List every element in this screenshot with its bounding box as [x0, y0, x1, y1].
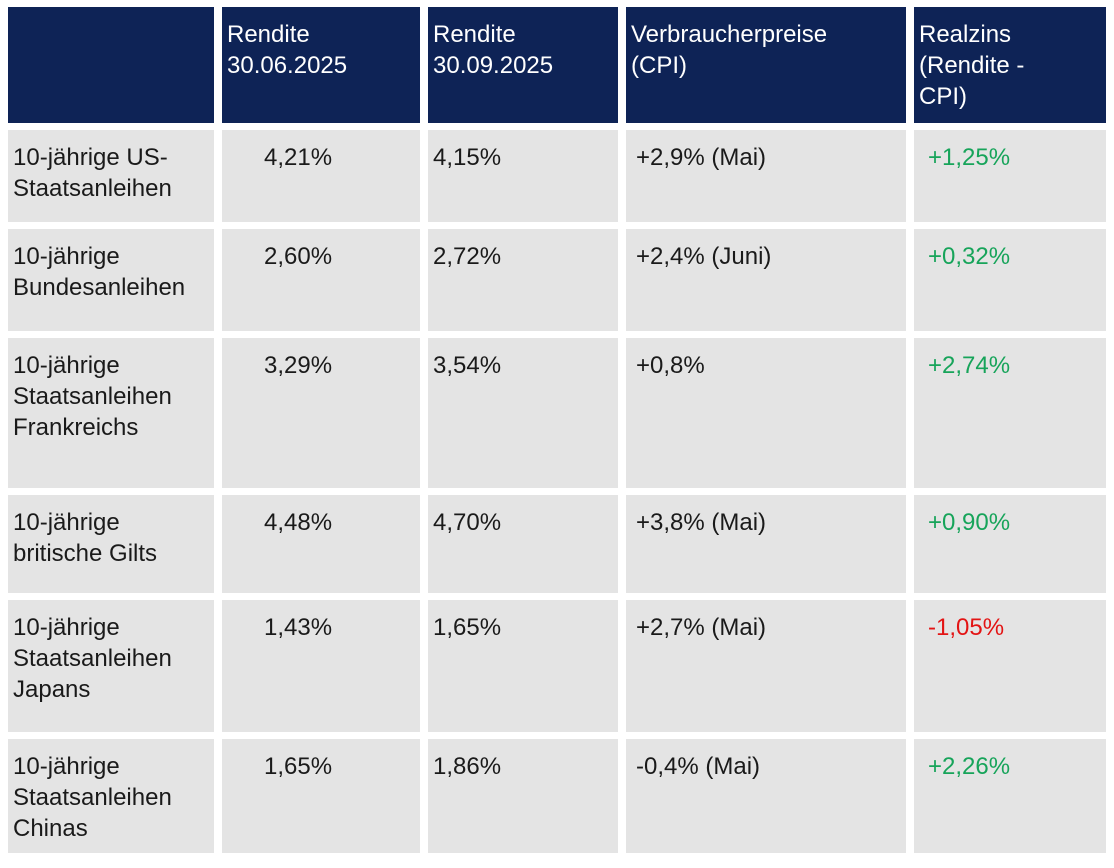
table-row-us-staatsanleihen: 10-jährige US- Staatsanleihen 4,21% 4,15… [8, 130, 1106, 222]
cpi-cell: +2,4% (Juni) [626, 229, 906, 331]
table-row-china: 10-jährige Staatsanleihen Chinas 1,65% 1… [8, 739, 1106, 853]
cpi-cell: +2,7% (Mai) [626, 600, 906, 732]
realzins-cell: +2,26% [914, 739, 1106, 853]
realzins-cell: +2,74% [914, 338, 1106, 488]
table-row-britische-gilts: 10-jährige britische Gilts 4,48% 4,70% +… [8, 495, 1106, 593]
column-header-rendite-30-06-2025: Rendite 30.06.2025 [222, 7, 420, 123]
rendite-30-06-cell: 1,65% [222, 739, 420, 853]
realzins-cell: +1,25% [914, 130, 1106, 222]
header-row: Rendite 30.06.2025 Rendite 30.09.2025 Ve… [8, 7, 1106, 123]
rendite-30-06-cell: 3,29% [222, 338, 420, 488]
realzins-cell: +0,90% [914, 495, 1106, 593]
row-label: 10-jährige Bundesanleihen [8, 229, 214, 331]
row-label: 10-jährige britische Gilts [8, 495, 214, 593]
row-label: 10-jährige Staatsanleihen Frankreichs [8, 338, 214, 488]
table-row-bundesanleihen: 10-jährige Bundesanleihen 2,60% 2,72% +2… [8, 229, 1106, 331]
column-header-empty [8, 7, 214, 123]
cpi-cell: -0,4% (Mai) [626, 739, 906, 853]
cpi-cell: +3,8% (Mai) [626, 495, 906, 593]
rendite-30-06-cell: 1,43% [222, 600, 420, 732]
column-header-realzins: Realzins (Rendite - CPI) [914, 7, 1106, 123]
rendite-30-09-cell: 3,54% [428, 338, 618, 488]
cpi-cell: +2,9% (Mai) [626, 130, 906, 222]
rendite-30-09-cell: 4,70% [428, 495, 618, 593]
realzins-cell: -1,05% [914, 600, 1106, 732]
rendite-30-09-cell: 4,15% [428, 130, 618, 222]
column-header-rendite-30-09-2025: Rendite 30.09.2025 [428, 7, 618, 123]
rendite-30-09-cell: 1,65% [428, 600, 618, 732]
table-row-japan: 10-jährige Staatsanleihen Japans 1,43% 1… [8, 600, 1106, 732]
row-label: 10-jährige Staatsanleihen Japans [8, 600, 214, 732]
column-header-verbraucherpreise-cpi: Verbraucherpreise (CPI) [626, 7, 906, 123]
rendite-30-09-cell: 1,86% [428, 739, 618, 853]
rendite-30-09-cell: 2,72% [428, 229, 618, 331]
rendite-30-06-cell: 2,60% [222, 229, 420, 331]
realzins-cell: +0,32% [914, 229, 1106, 331]
row-label: 10-jährige US- Staatsanleihen [8, 130, 214, 222]
table-row-frankreich: 10-jährige Staatsanleihen Frankreichs 3,… [8, 338, 1106, 488]
cpi-cell: +0,8% [626, 338, 906, 488]
row-label: 10-jährige Staatsanleihen Chinas [8, 739, 214, 853]
rendite-30-06-cell: 4,21% [222, 130, 420, 222]
rendite-30-06-cell: 4,48% [222, 495, 420, 593]
